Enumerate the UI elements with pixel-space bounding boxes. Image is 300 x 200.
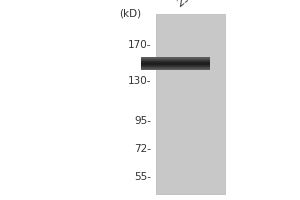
Bar bbox=[141, 64, 210, 65]
Text: 130-: 130- bbox=[128, 76, 152, 86]
Text: 293: 293 bbox=[176, 0, 199, 9]
Text: 95-: 95- bbox=[134, 116, 152, 126]
Bar bbox=[141, 61, 210, 62]
Bar bbox=[141, 59, 210, 60]
Text: 170-: 170- bbox=[128, 40, 152, 50]
Bar bbox=[141, 57, 210, 58]
Bar bbox=[141, 66, 210, 67]
Bar bbox=[141, 64, 210, 65]
Bar bbox=[141, 67, 210, 68]
Bar bbox=[141, 58, 210, 59]
Bar bbox=[141, 63, 210, 64]
Bar bbox=[141, 68, 210, 69]
Text: 72-: 72- bbox=[134, 144, 152, 154]
Bar bbox=[141, 62, 210, 63]
Bar bbox=[141, 66, 210, 67]
Bar bbox=[141, 60, 210, 61]
Bar bbox=[141, 69, 210, 70]
Bar bbox=[141, 62, 210, 63]
Bar bbox=[141, 68, 210, 69]
Bar bbox=[141, 65, 210, 66]
Text: (kD): (kD) bbox=[119, 8, 142, 18]
Bar bbox=[156, 14, 225, 194]
Text: 55-: 55- bbox=[134, 172, 152, 182]
